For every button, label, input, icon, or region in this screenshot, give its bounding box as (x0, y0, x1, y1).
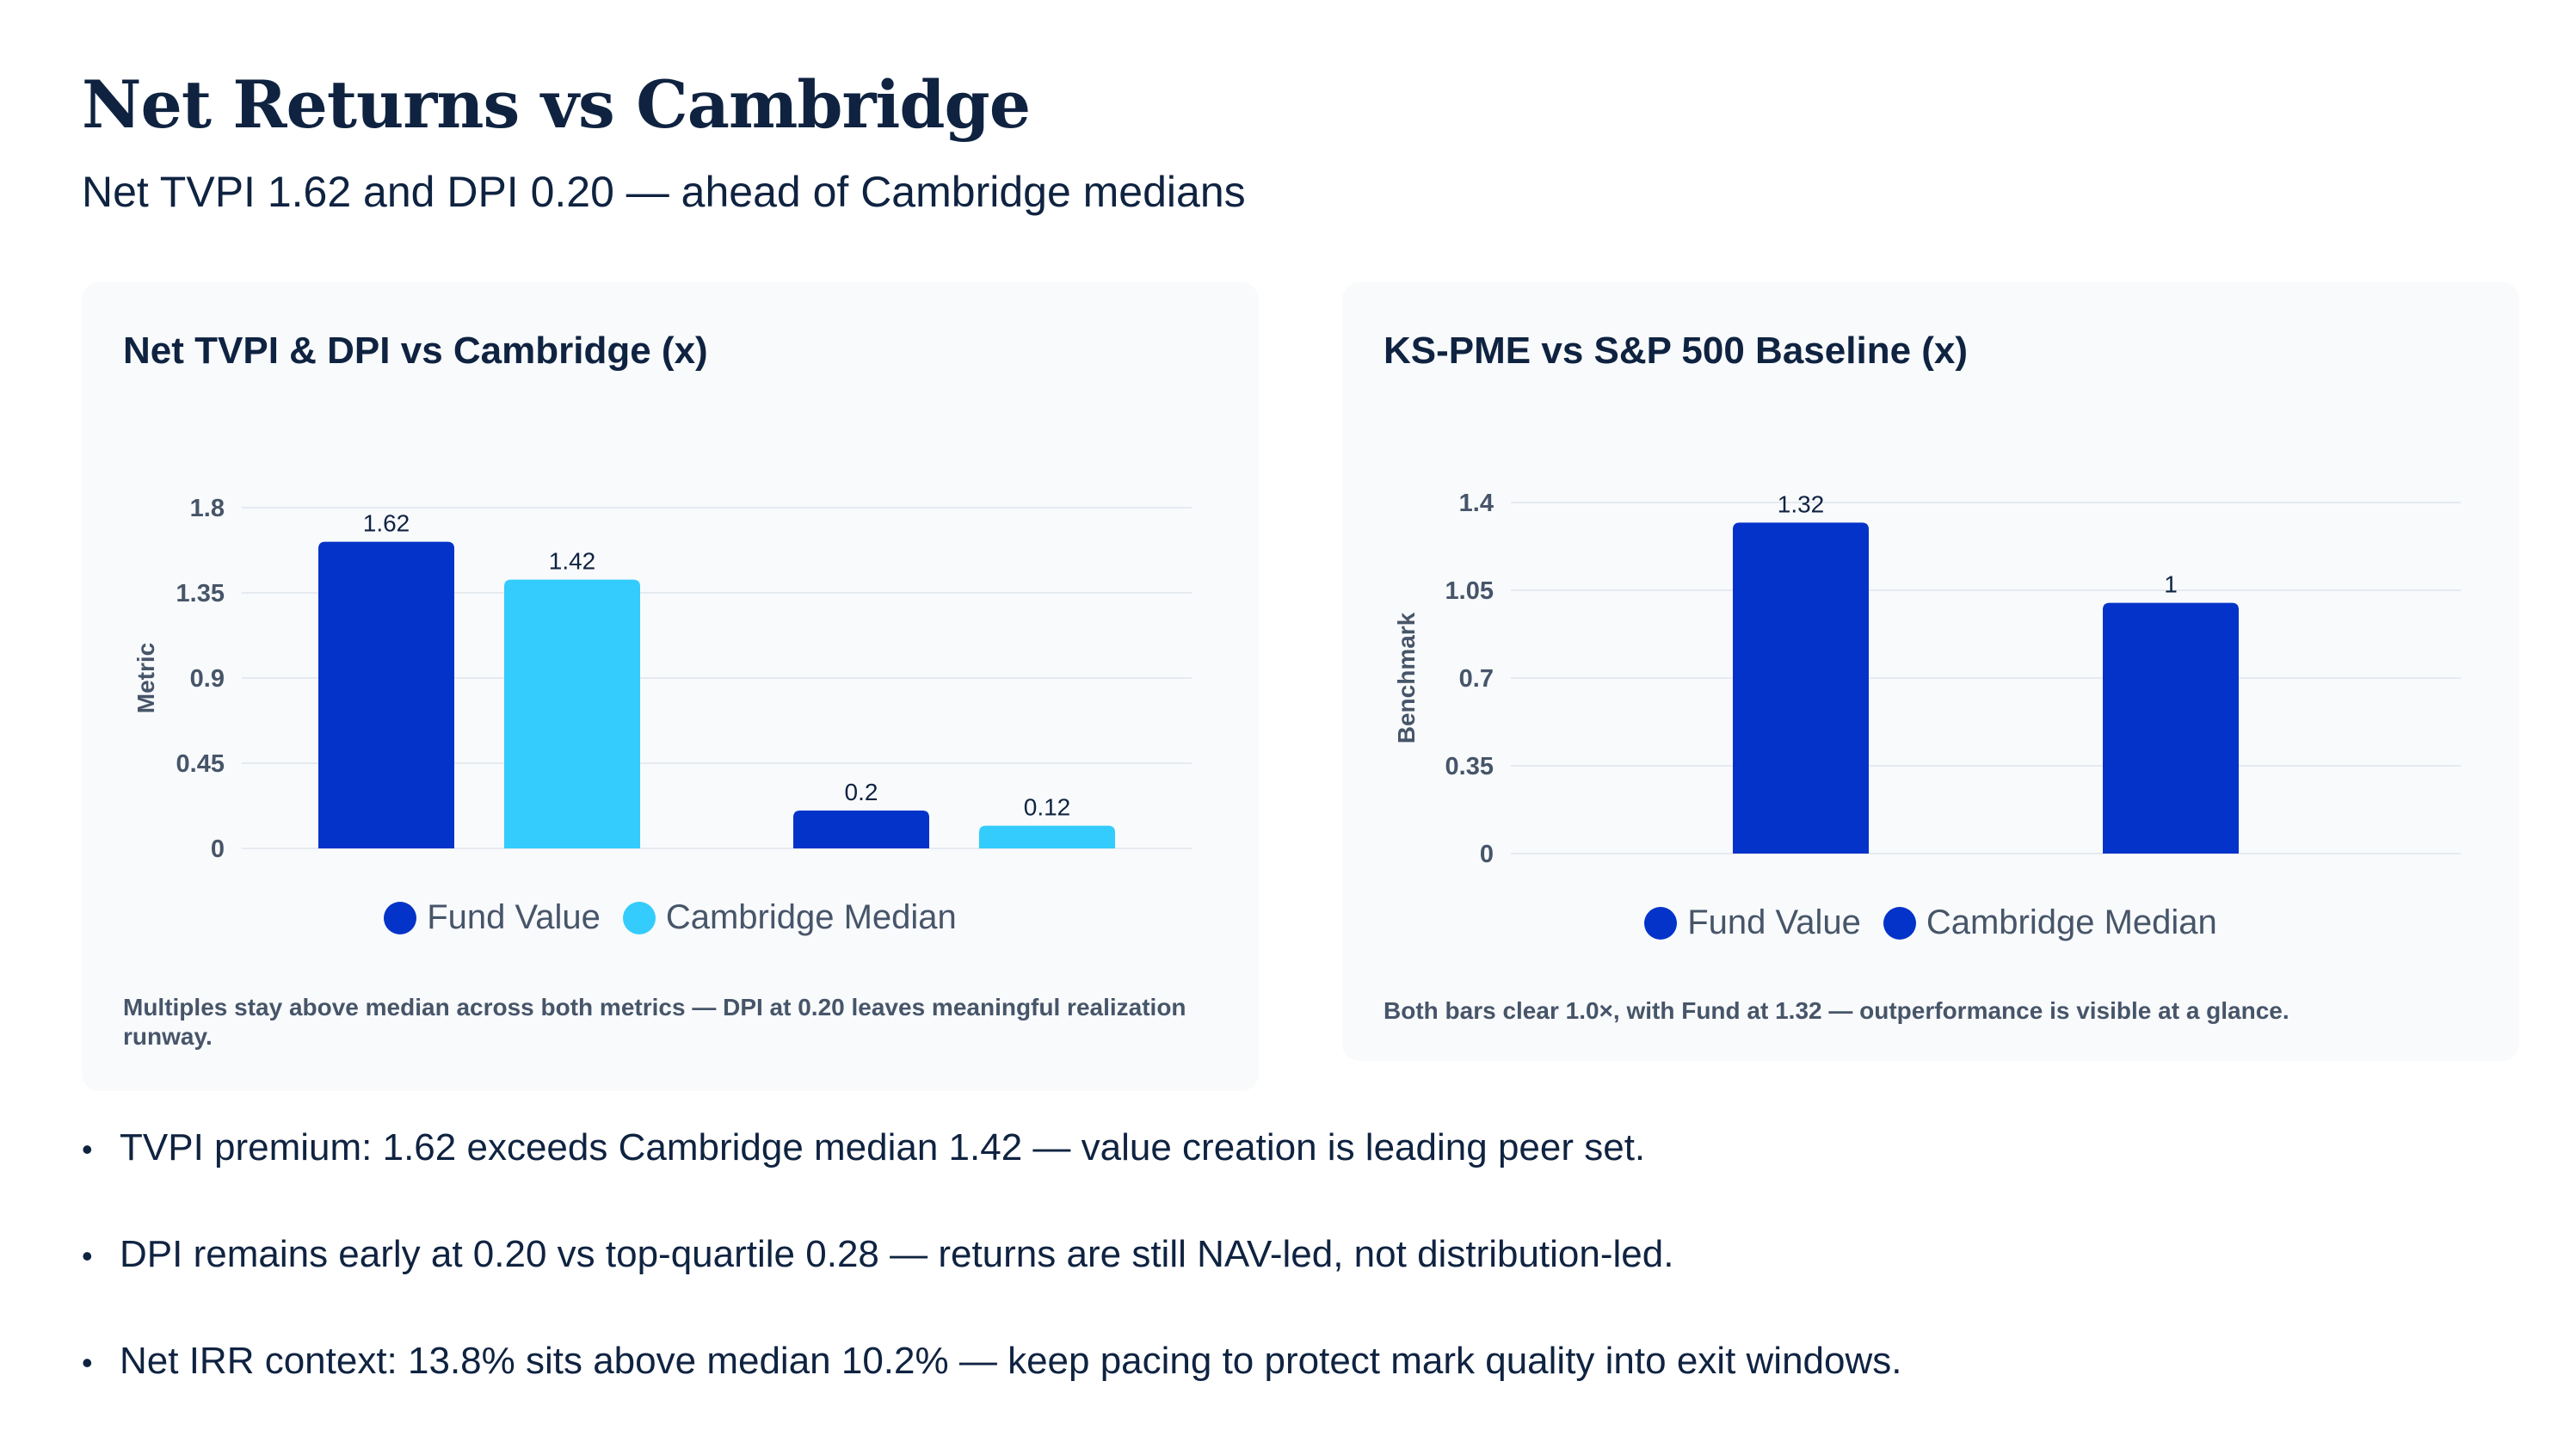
chart-caption: Both bars clear 1.0×, with Fund at 1.32 … (1384, 997, 2289, 1024)
y-tick-label: 1.4 (1459, 490, 1494, 517)
y-axis-label: Metric (132, 643, 159, 713)
y-tick-label: 0 (1480, 841, 1494, 867)
bar-data-label: 0.12 (1024, 794, 1071, 821)
legend-item-cambridge: Cambridge Median (622, 898, 957, 937)
y-tick-label: 0.7 (1459, 665, 1494, 693)
bullet-dot-icon: • (82, 1345, 93, 1380)
y-tick-label: 0.35 (1445, 753, 1494, 780)
legend-swatch-cambridge (1883, 906, 1916, 940)
chart-title: Net TVPI & DPI vs Cambridge (x) (123, 330, 708, 372)
y-tick-label: 0.45 (176, 750, 225, 778)
bar-data-label: 1 (2164, 571, 2178, 598)
bar-data-label: 1.32 (1778, 490, 1825, 517)
chart-legend: Fund Value Cambridge Median (1342, 903, 2519, 942)
y-tick-label: 1.8 (190, 495, 225, 522)
bullet-item: • TVPI premium: 1.62 exceeds Cambridge m… (82, 1126, 2491, 1234)
y-axis-label: Benchmark (1393, 612, 1420, 743)
bullet-dot-icon: • (82, 1238, 93, 1273)
bullet-text: DPI remains early at 0.20 vs top-quartil… (120, 1233, 1674, 1275)
page-title: Net Returns vs Cambridge (82, 66, 1031, 143)
legend-item-fund: Fund Value (1644, 903, 1861, 942)
bar-fund-value (1733, 522, 1869, 854)
bullet-item: • DPI remains early at 0.20 vs top-quart… (82, 1233, 2491, 1341)
bar-fund-value (793, 811, 929, 848)
legend-swatch-fund (1644, 906, 1678, 940)
chart-caption: Multiples stay above median across both … (123, 994, 1186, 1050)
key-takeaways-list: • TVPI premium: 1.62 exceeds Cambridge m… (82, 1126, 2491, 1447)
y-tick-label: 1.35 (176, 580, 225, 607)
bar-cambridge-median (979, 825, 1115, 848)
legend-item-cambridge: Cambridge Median (1883, 903, 2217, 942)
bullet-text: TVPI premium: 1.62 exceeds Cambridge med… (120, 1126, 1646, 1168)
bar-data-label: 1.62 (363, 510, 410, 537)
y-tick-label: 0.9 (190, 665, 225, 693)
bar-cambridge-median (504, 579, 640, 848)
bar-data-label: 0.2 (845, 779, 878, 805)
legend-label-fund: Fund Value (427, 898, 601, 936)
legend-label-cambridge: Cambridge Median (665, 898, 957, 936)
legend-label-cambridge: Cambridge Median (1926, 903, 2217, 941)
chart-card-ks-pme: KS-PME vs S&P 500 Baseline (x) 0 0.35 0.7 1… (1342, 282, 2519, 1061)
chart-legend: Fund Value Cambridge Median (82, 898, 1259, 937)
y-tick-label: 0 (211, 835, 225, 859)
legend-label-fund: Fund Value (1687, 903, 1861, 941)
bullet-dot-icon: • (82, 1131, 93, 1167)
bar-data-label: 1.42 (549, 548, 596, 575)
bullet-item: • Net IRR context: 13.8% sits above medi… (82, 1340, 2491, 1447)
bar-cambridge-median (2103, 602, 2239, 854)
legend-swatch-fund (384, 901, 417, 934)
chart-card-tvpi-dpi: Net TVPI & DPI vs Cambridge (x) 0 0.45 0.9… (82, 282, 1259, 1091)
y-tick-label: 1.05 (1445, 577, 1494, 605)
bar-fund-value (318, 541, 454, 848)
chart-title: KS-PME vs S&P 500 Baseline (x) (1384, 330, 1969, 372)
legend-item-fund: Fund Value (384, 898, 601, 937)
bullet-text: Net IRR context: 13.8% sits above median… (120, 1340, 1902, 1382)
page-subtitle: Net TVPI 1.62 and DPI 0.20 — ahead of Ca… (82, 168, 1246, 216)
legend-swatch-cambridge (622, 901, 656, 934)
